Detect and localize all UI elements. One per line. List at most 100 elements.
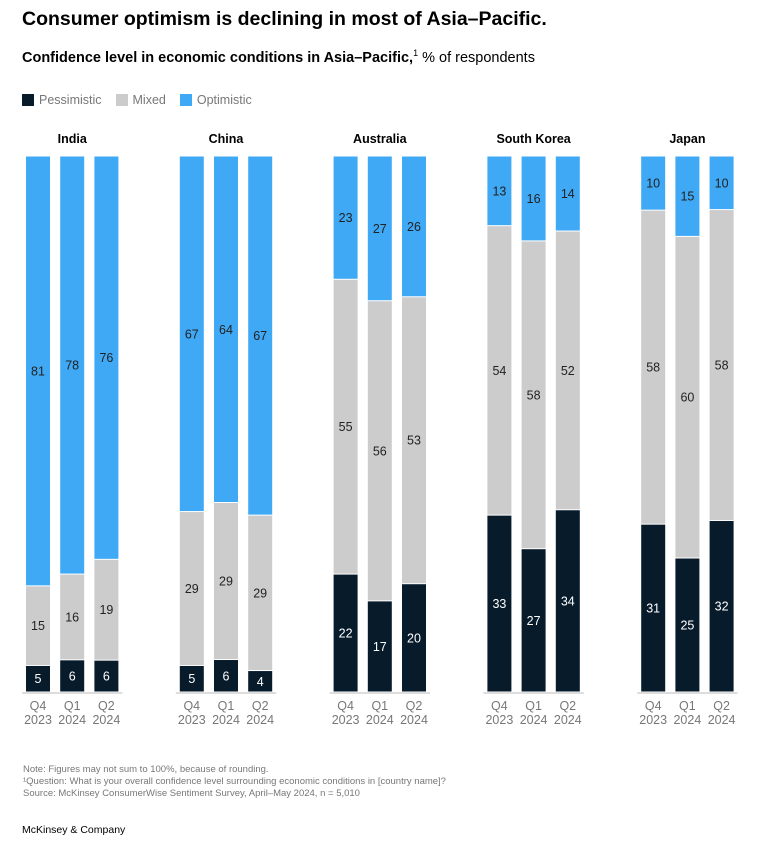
x-tick-year: 2023 (24, 713, 52, 727)
x-tick-year: 2023 (639, 713, 667, 727)
data-label: 22 (339, 627, 353, 641)
x-tick-year: 2024 (554, 713, 582, 727)
x-tick-year: 2024 (212, 713, 240, 727)
x-tick-quarter: Q2 (98, 699, 115, 713)
bar-segment-pessimistic (60, 660, 85, 692)
bar-segment-pessimistic (94, 660, 119, 692)
data-label: 58 (646, 361, 660, 375)
bar-segment-pessimistic (641, 524, 666, 692)
legend: Pessimistic Mixed Optimistic (22, 93, 252, 107)
x-tick-year: 2024 (520, 713, 548, 727)
legend-label: Optimistic (196, 93, 252, 107)
bar-segment-mixed (709, 210, 734, 520)
data-label: 31 (646, 602, 660, 616)
data-label: 26 (407, 220, 421, 234)
note-question: ¹Question: What is your overall confiden… (23, 776, 446, 787)
legend-swatch (179, 94, 192, 106)
data-label: 56 (373, 444, 387, 458)
bar-segment-mixed (26, 586, 50, 665)
bar-segment-optimistic (709, 156, 734, 210)
bar-segment-mixed (367, 301, 392, 601)
data-label: 6 (69, 669, 76, 683)
bar-segment-mixed (333, 279, 358, 574)
data-label: 5 (35, 672, 42, 686)
bar-segment-pessimistic (367, 601, 392, 692)
bar-segment-mixed (521, 241, 546, 549)
x-tick-year: 2024 (366, 713, 394, 727)
data-label: 81 (31, 364, 45, 378)
group-title: South Korea (496, 132, 571, 146)
bar-segment-optimistic (367, 156, 392, 301)
data-label: 54 (492, 364, 506, 378)
x-tick-quarter: Q1 (679, 699, 696, 713)
data-label: 6 (223, 669, 230, 683)
x-tick-year: 2024 (58, 713, 86, 727)
notes: Note: Figures may not sum to 100%, becau… (23, 764, 446, 800)
data-label: 29 (219, 575, 233, 589)
x-tick-quarter: Q1 (371, 699, 388, 713)
x-tick-year: 2024 (92, 713, 120, 727)
data-label: 4 (257, 675, 264, 689)
bar-segment-optimistic (179, 156, 204, 512)
data-label: 29 (253, 586, 267, 600)
bar-segment-optimistic (248, 156, 273, 515)
bar-segment-mixed (487, 226, 512, 515)
legend-item-pessimistic: Pessimistic (22, 93, 102, 107)
bar-segment-mixed (402, 297, 426, 584)
data-label: 23 (339, 211, 353, 225)
bar-segment-optimistic (675, 156, 700, 236)
group-title: Japan (669, 132, 705, 146)
x-tick-year: 2023 (332, 713, 360, 727)
bar-segment-pessimistic (487, 515, 512, 692)
bar-segment-optimistic (60, 156, 85, 574)
x-tick-year: 2023 (485, 713, 513, 727)
bar-segment-mixed (60, 574, 85, 660)
note-source: Source: McKinsey ConsumerWise Sentiment … (23, 788, 360, 799)
bar-segment-mixed (248, 515, 273, 671)
legend-item-optimistic: Optimistic (179, 93, 252, 107)
bar-segment-optimistic (641, 156, 666, 210)
data-label: 53 (407, 434, 421, 448)
data-label: 25 (680, 619, 694, 633)
data-label: 16 (65, 610, 79, 624)
legend-item-mixed: Mixed (115, 93, 166, 107)
bar-segment-mixed (179, 512, 204, 665)
data-label: 20 (407, 631, 421, 645)
data-label: 17 (373, 640, 387, 654)
x-tick-quarter: Q2 (406, 699, 423, 713)
data-label: 33 (492, 597, 506, 611)
bar-segment-mixed (641, 210, 666, 524)
chart-title: Consumer optimism is declining in most o… (22, 8, 547, 30)
group-title: Australia (353, 132, 408, 146)
bar-segment-optimistic (94, 156, 119, 559)
x-tick-quarter: Q2 (559, 699, 576, 713)
data-label: 60 (680, 391, 694, 405)
bar-segment-optimistic (487, 156, 512, 226)
x-tick-quarter: Q2 (713, 699, 730, 713)
bar-segment-pessimistic (333, 574, 358, 692)
bar-segment-optimistic (214, 156, 238, 503)
bar-segment-pessimistic (709, 520, 734, 692)
data-label: 58 (527, 388, 541, 402)
bar-segment-pessimistic (521, 549, 546, 692)
bar-segment-pessimistic (26, 665, 50, 692)
legend-label: Mixed (132, 93, 166, 107)
data-label: 10 (715, 176, 729, 190)
bar-segment-mixed (214, 503, 238, 660)
data-label: 14 (561, 187, 575, 201)
x-tick-quarter: Q1 (64, 699, 81, 713)
bar-segment-mixed (94, 559, 119, 660)
legend-label: Pessimistic (39, 93, 102, 107)
data-label: 27 (527, 614, 541, 628)
data-label: 29 (185, 582, 199, 596)
footnote-mark: 1 (413, 48, 419, 58)
bar-segment-optimistic (555, 156, 580, 231)
x-tick-year: 2024 (400, 713, 428, 727)
subtitle-unit: % of respondents (418, 49, 535, 66)
bar-segment-mixed (555, 231, 580, 510)
data-label: 67 (253, 329, 267, 343)
x-tick-quarter: Q4 (183, 699, 200, 713)
x-tick-quarter: Q4 (30, 699, 47, 713)
chart-subtitle: Confidence level in economic conditions … (22, 48, 535, 66)
data-label: 27 (373, 222, 387, 236)
